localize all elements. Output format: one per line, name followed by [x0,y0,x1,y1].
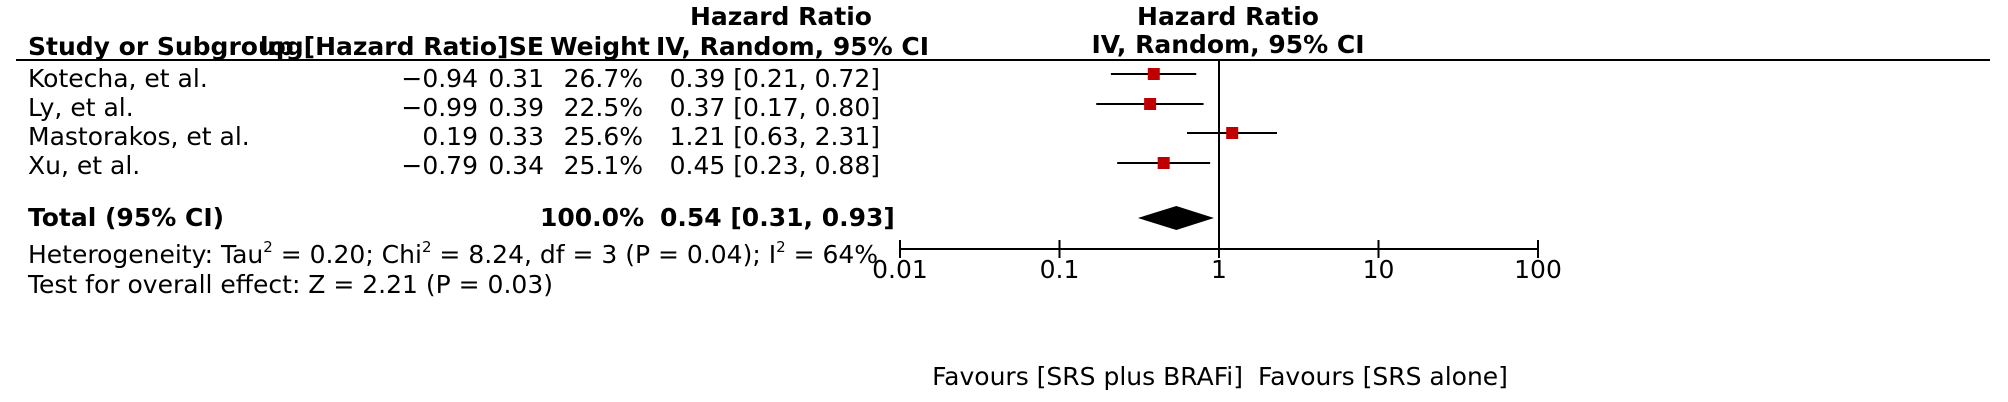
overall-effect-text: Test for overall effect: Z = 2.21 (P = 0… [28,270,553,299]
heterogeneity-text: Heterogeneity: Tau2 = 0.20; Chi2 = 8.24,… [28,237,879,269]
se-value: 0.39 [488,93,544,122]
x-tick-label: 10 [1363,255,1395,284]
loghr-value: −0.79 [401,151,478,180]
plot-title: Hazard Ratio [1137,2,1319,31]
pooled-diamond [1137,206,1214,230]
weight-value: 25.6% [563,122,643,151]
col-header-ci: IV, Random, 95% CI [656,32,930,61]
ci-value: 1.21 [0.63, 2.31] [669,122,880,151]
total-ci: 0.54 [0.31, 0.93] [660,203,895,232]
ci-value: 0.37 [0.17, 0.80] [669,93,880,122]
ci-value: 0.39 [0.21, 0.72] [669,64,880,93]
ci-value: 0.45 [0.23, 0.88] [669,151,880,180]
table-header-group: Hazard Ratio [690,2,872,31]
x-tick-label: 0.01 [872,255,928,284]
loghr-value: 0.19 [422,122,478,151]
study-name: Xu, et al. [28,151,141,180]
col-header-weight: Weight [550,32,650,61]
col-header-se: SE [508,32,544,61]
weight-value: 25.1% [563,151,643,180]
se-value: 0.31 [488,64,544,93]
x-tick-label: 1 [1211,255,1227,284]
se-value: 0.34 [488,151,544,180]
loghr-value: −0.94 [401,64,478,93]
plot-subtitle: IV, Random, 95% CI [1091,30,1364,59]
weight-value: 26.7% [563,64,643,93]
x-tick-label: 0.1 [1040,255,1080,284]
study-name: Ly, et al. [28,93,134,122]
effect-marker [1226,127,1239,139]
favours-left-label: Favours [SRS plus BRAFi] [932,362,1243,391]
col-header-study: Study or Subgroup [28,32,294,61]
effect-marker [1157,157,1170,169]
study-name: Mastorakos, et al. [28,122,250,151]
col-header-loghr: log[Hazard Ratio] [260,32,509,61]
favours-right-label: Favours [SRS alone] [1258,362,1508,391]
total-weight: 100.0% [540,203,645,232]
weight-value: 22.5% [563,93,643,122]
effect-marker [1147,68,1160,80]
x-tick-label: 100 [1514,255,1562,284]
total-label: Total (95% CI) [28,203,225,232]
loghr-value: −0.99 [401,93,478,122]
se-value: 0.33 [488,122,544,151]
study-name: Kotecha, et al. [28,64,208,93]
effect-marker [1144,98,1157,110]
